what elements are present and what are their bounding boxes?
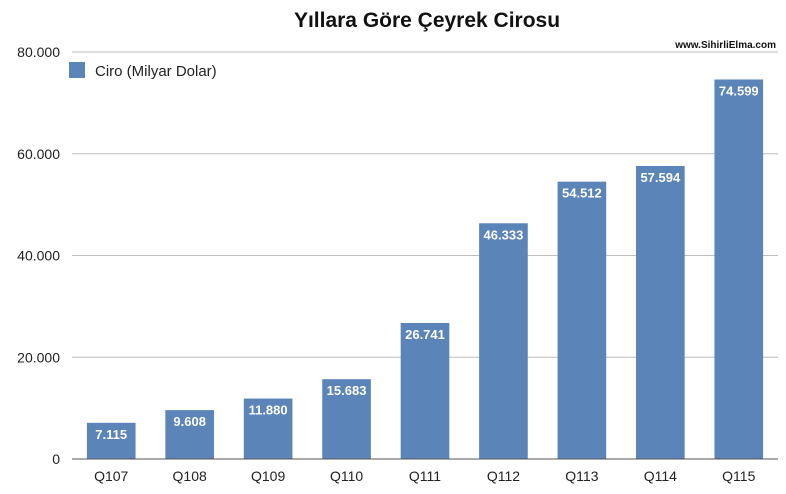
y-tick-label: 0: [52, 451, 60, 467]
bar-data-label: 11.880: [249, 403, 288, 418]
x-axis-ticks: Q107 Q108 Q109 Q110 Q111 Q112 Q113 Q114 Q115: [94, 468, 755, 484]
bar: [557, 181, 607, 459]
x-tick-label: Q112: [487, 468, 520, 484]
bar: [636, 165, 685, 459]
x-tick-label: Q110: [330, 468, 363, 484]
bar: [479, 223, 528, 459]
bar-data-label: 7.115: [95, 427, 127, 442]
legend: Ciro (Milyar Dolar): [69, 62, 217, 80]
bar: [86, 422, 136, 459]
bar: [165, 410, 214, 459]
x-tick-label: Q109: [251, 468, 285, 484]
y-tick-label: 40.000: [17, 248, 60, 264]
y-tick-label: 60.000: [17, 146, 60, 162]
x-tick-label: Q108: [173, 468, 207, 484]
bar-data-label: 15.683: [327, 383, 367, 398]
x-tick-label: Q113: [565, 468, 598, 484]
x-tick-label: Q114: [644, 468, 677, 484]
bar-data-label: 74.599: [719, 83, 759, 98]
x-tick-label: Q107: [94, 468, 128, 484]
x-tick-label: Q111: [409, 468, 441, 484]
bar-data-label: 54.512: [562, 186, 602, 201]
chart-title: Yıllara Göre Çeyrek Cirosu: [294, 9, 560, 32]
bar: [714, 79, 764, 459]
bar: [400, 322, 450, 459]
x-tick-label: Q115: [722, 468, 755, 484]
bar-data-label: 9.608: [173, 414, 206, 429]
bar: [243, 398, 293, 459]
y-axis-ticks: 0 20.000 40.000 60.000 80.000: [17, 44, 60, 467]
bar: [322, 379, 371, 459]
bar-data-label: 26.741: [405, 327, 445, 342]
bar-data-label: 46.333: [484, 227, 524, 242]
watermark-text: www.SihirliElma.com: [674, 40, 776, 51]
bars: 7.115 9.608 11.880 15.683 26.741 46.333 54.512…: [86, 79, 764, 459]
legend-label: Ciro (Milyar Dolar): [95, 63, 217, 80]
y-tick-label: 80.000: [17, 44, 60, 60]
bar-data-label: 57.594: [640, 170, 681, 185]
legend-swatch: [69, 62, 85, 78]
y-tick-label: 20.000: [17, 349, 60, 365]
